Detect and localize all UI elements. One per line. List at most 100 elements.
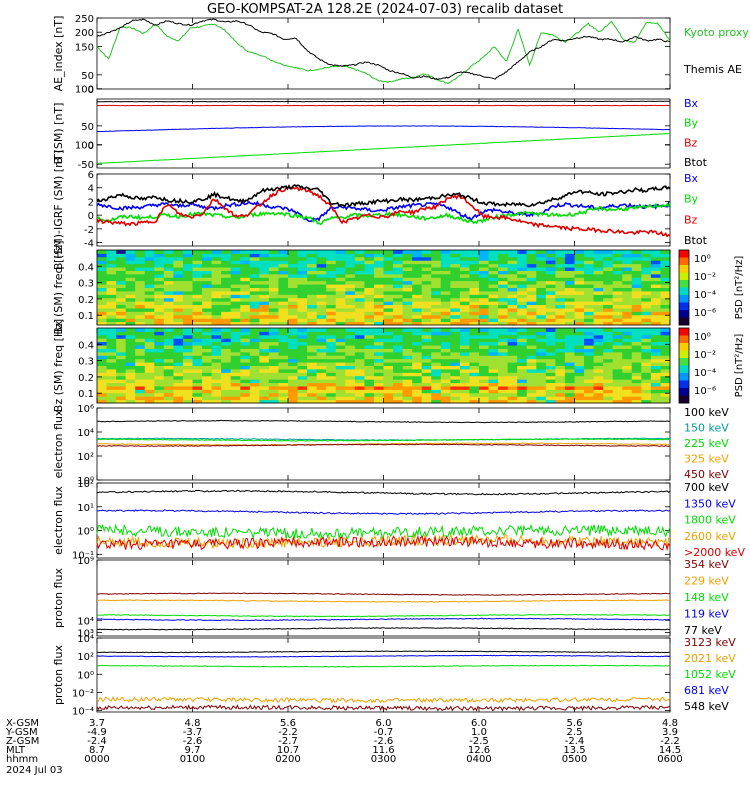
- heatmap-cell: [441, 355, 451, 359]
- ephemeris-value: 0600: [657, 754, 682, 765]
- heatmap-cell: [345, 348, 355, 352]
- heatmap-cell: [622, 250, 632, 254]
- heatmap-cell: [135, 308, 145, 312]
- heatmap-cell: [221, 305, 231, 309]
- heatmap-cell: [135, 298, 145, 302]
- heatmap-cell: [603, 331, 613, 335]
- heatmap-cell: [221, 284, 231, 288]
- heatmap-cell: [269, 284, 279, 288]
- heatmap-cell: [584, 264, 594, 268]
- heatmap-cell: [250, 383, 260, 387]
- heatmap-cell: [575, 335, 585, 339]
- heatmap-cell: [259, 383, 269, 387]
- heatmap-cell: [441, 274, 451, 278]
- heatmap-cell: [145, 379, 155, 383]
- heatmap-cell: [632, 308, 642, 312]
- heatmap-cell: [527, 288, 537, 292]
- heatmap-cell: [613, 355, 623, 359]
- heatmap-cell: [603, 291, 613, 295]
- colorbar-tick-label: 10⁻⁶: [694, 386, 716, 397]
- heatmap-cell: [202, 335, 212, 339]
- heatmap-cell: [546, 270, 556, 274]
- heatmap-cell: [412, 389, 422, 393]
- heatmap-cell: [479, 352, 489, 356]
- heatmap-cell: [193, 270, 203, 274]
- heatmap-cell: [336, 294, 346, 298]
- heatmap-cell: [164, 348, 174, 352]
- heatmap-cell: [231, 274, 241, 278]
- heatmap-cell: [307, 305, 317, 309]
- heatmap-cell: [145, 308, 155, 312]
- heatmap-cell: [231, 288, 241, 292]
- heatmap-cell: [641, 281, 651, 285]
- heatmap-cell: [259, 281, 269, 285]
- heatmap-cell: [660, 264, 670, 268]
- heatmap-cell: [183, 267, 193, 271]
- heatmap-cell: [603, 383, 613, 387]
- heatmap-cell: [336, 379, 346, 383]
- heatmap-cell: [594, 335, 604, 339]
- heatmap-cell: [555, 366, 565, 370]
- heatmap-cell: [97, 335, 107, 339]
- heatmap-cell: [622, 369, 632, 373]
- heatmap-cell: [193, 359, 203, 363]
- heatmap-cell: [546, 355, 556, 359]
- heatmap-cell: [298, 301, 308, 305]
- heatmap-cell: [116, 362, 126, 366]
- heatmap-cell: [613, 345, 623, 349]
- heatmap-cell: [307, 311, 317, 315]
- heatmap-cell: [536, 338, 546, 342]
- heatmap-cell: [546, 294, 556, 298]
- heatmap-cell: [173, 301, 183, 305]
- heatmap-cell: [622, 305, 632, 309]
- heatmap-cell: [307, 274, 317, 278]
- heatmap-cell: [479, 274, 489, 278]
- heatmap-cell: [622, 315, 632, 319]
- heatmap-cell: [164, 379, 174, 383]
- heatmap-cell: [384, 270, 394, 274]
- heatmap-cell: [259, 250, 269, 254]
- heatmap-cell: [202, 260, 212, 264]
- heatmap-cell: [298, 335, 308, 339]
- heatmap-cell: [565, 376, 575, 380]
- heatmap-cell: [269, 389, 279, 393]
- heatmap-cell: [336, 260, 346, 264]
- heatmap-cell: [460, 288, 470, 292]
- heatmap-cell: [278, 315, 288, 319]
- heatmap-cell: [584, 335, 594, 339]
- heatmap-cell: [269, 250, 279, 254]
- heatmap-cell: [231, 311, 241, 315]
- heatmap-cell: [641, 267, 651, 271]
- heatmap-cell: [603, 294, 613, 298]
- heatmap-cell: [441, 281, 451, 285]
- heatmap-cell: [565, 288, 575, 292]
- heatmap-cell: [641, 386, 651, 390]
- heatmap-cell: [345, 335, 355, 339]
- heatmap-cell: [97, 257, 107, 261]
- heatmap-cell: [288, 376, 298, 380]
- heatmap-cell: [632, 386, 642, 390]
- heatmap-cell: [565, 383, 575, 387]
- heatmap-cell: [183, 298, 193, 302]
- heatmap-cell: [450, 393, 460, 397]
- heatmap-cell: [641, 311, 651, 315]
- heatmap-cell: [278, 342, 288, 346]
- heatmap-cell: [565, 335, 575, 339]
- heatmap-cell: [450, 284, 460, 288]
- heatmap-cell: [126, 294, 136, 298]
- heatmap-cell: [164, 328, 174, 332]
- heatmap-cell: [431, 257, 441, 261]
- heatmap-cell: [584, 372, 594, 376]
- heatmap-cell: [345, 253, 355, 257]
- heatmap-cell: [632, 301, 642, 305]
- heatmap-cell: [546, 335, 556, 339]
- heatmap-cell: [403, 335, 413, 339]
- heatmap-cell: [173, 389, 183, 393]
- heatmap-cell: [212, 253, 222, 257]
- heatmap-cell: [603, 393, 613, 397]
- heatmap-cell: [259, 301, 269, 305]
- heatmap-cell: [641, 342, 651, 346]
- heatmap-cell: [221, 281, 231, 285]
- heatmap-cell: [288, 311, 298, 315]
- heatmap-cell: [527, 366, 537, 370]
